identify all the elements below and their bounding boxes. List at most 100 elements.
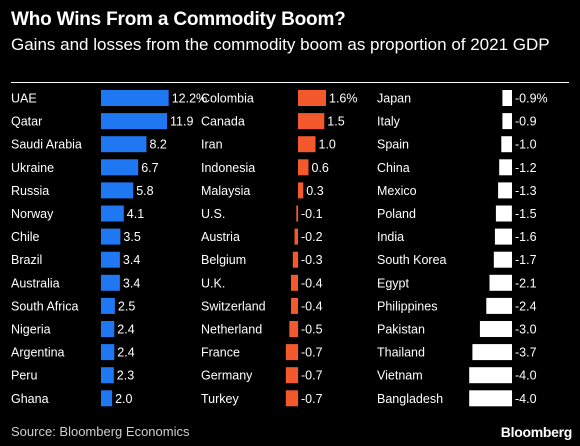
bar [101,228,121,245]
bar [298,182,304,199]
bar [291,274,298,291]
category-label: China [377,161,410,175]
panel-3: Japan -0.9% Italy -0.9 Spain -1.0 China -1.2 Mex… [377,90,548,407]
bar [499,159,512,176]
data-label: 2.4 [117,346,134,360]
bar [469,390,512,407]
data-label: -3.0 [515,323,537,337]
data-label: 1.0 [319,138,336,152]
bar [495,205,512,222]
category-label: Belgium [201,253,246,267]
data-label: -1.3 [515,184,537,198]
data-label: -0.7 [301,346,323,360]
category-label: Brazil [11,253,42,267]
data-label: -1.0 [515,138,537,152]
category-label: Saudi Arabia [11,138,82,152]
category-label: Colombia [201,92,254,106]
category-label: Peru [11,369,37,383]
bar [298,136,316,153]
bar [472,344,512,361]
category-label: U.K. [201,276,225,290]
data-label: 3.4 [123,276,140,290]
data-label: 0.6 [312,161,329,175]
data-label: 1.5 [327,115,344,129]
bar [101,297,115,314]
category-label: Japan [377,92,411,106]
bar [101,90,169,106]
data-label: -0.2 [301,230,323,244]
data-label: 3.5 [123,230,140,244]
data-label: 1.6% [329,92,358,106]
data-label: 3.4 [123,253,140,267]
category-label: Netherland [201,323,262,337]
brand-logo: Bloomberg [500,424,573,440]
source-note: Source: Bloomberg Economics [11,424,190,439]
category-label: Poland [377,207,416,221]
bar [292,251,299,268]
data-label: -2.4 [515,299,537,313]
category-label: Austria [201,230,240,244]
data-label: 2.0 [115,392,132,406]
panel-2: Colombia 1.6% Canada 1.5 Iran 1.0 Indonesia 0.6… [201,90,358,407]
category-label: Switzerland [201,299,266,313]
category-label: South Africa [11,299,78,313]
data-label: -0.9 [515,115,537,129]
bar [101,159,139,176]
data-label: -0.9% [515,92,548,106]
header-divider [11,82,569,83]
bar [494,228,512,245]
category-label: Qatar [11,115,42,129]
data-label: -1.6 [515,230,537,244]
data-label: 0.3 [306,184,323,198]
bar [101,344,115,361]
category-label: Argentina [11,346,65,360]
data-label: 12.2% [172,92,207,106]
bar [101,367,114,384]
category-label: South Korea [377,253,447,267]
category-label: Indonesia [201,161,255,175]
data-label: -1.2 [515,161,537,175]
category-label: Norway [11,207,54,221]
bar [101,390,113,407]
category-label: Malaysia [201,184,250,198]
bar [291,297,298,314]
bar [101,136,147,153]
bar [486,297,512,314]
bar [298,90,326,106]
data-label: -0.3 [301,253,323,267]
bar [501,136,512,153]
data-label: -1.7 [515,253,537,267]
bar [101,113,167,130]
category-label: Vietnam [377,369,423,383]
panel-1: UAE 12.2% Qatar 11.9 Saudi Arabia 8.2 Ukraine 6… [11,90,207,407]
chart-title: Who Wins From a Commodity Boom? [11,9,346,30]
bar [289,321,299,337]
bar [101,274,120,291]
category-label: Germany [201,369,253,383]
data-label: -0.4 [301,299,323,313]
bar [101,182,134,199]
bar [493,251,512,268]
data-label: -0.7 [301,369,323,383]
data-label: -0.1 [301,207,323,221]
category-label: Ghana [11,392,49,406]
bar [298,113,325,130]
data-label: -2.1 [515,276,537,290]
category-label: France [201,346,240,360]
data-label: -0.7 [301,392,323,406]
category-label: U.S. [201,207,225,221]
category-label: Bangladesh [377,392,443,406]
category-label: Egypt [377,276,409,290]
data-label: 5.8 [136,184,153,198]
category-label: Mexico [377,184,417,198]
bar [502,113,512,130]
category-label: Ukraine [11,161,54,175]
data-label: -4.0 [515,369,537,383]
category-label: Turkey [201,392,239,406]
bar [296,205,299,222]
bar [294,228,298,245]
data-label: -3.7 [515,346,537,360]
data-label: 2.5 [118,299,135,313]
data-label: 2.4 [117,323,134,337]
